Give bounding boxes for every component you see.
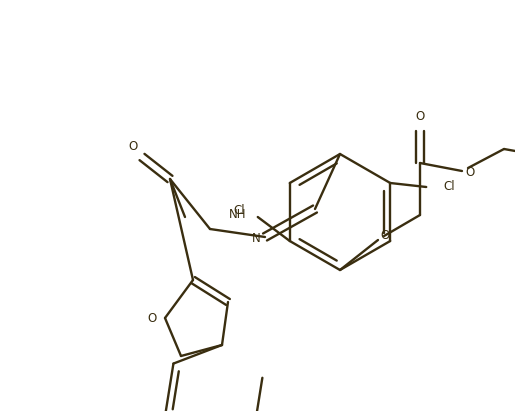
Text: O: O — [465, 166, 474, 180]
Text: O: O — [148, 312, 157, 325]
Text: O: O — [416, 110, 425, 123]
Text: O: O — [129, 140, 138, 153]
Text: Cl: Cl — [443, 180, 455, 194]
Text: N: N — [252, 233, 261, 245]
Text: Cl: Cl — [233, 205, 245, 217]
Text: NH: NH — [229, 208, 246, 221]
Text: O: O — [380, 229, 389, 242]
